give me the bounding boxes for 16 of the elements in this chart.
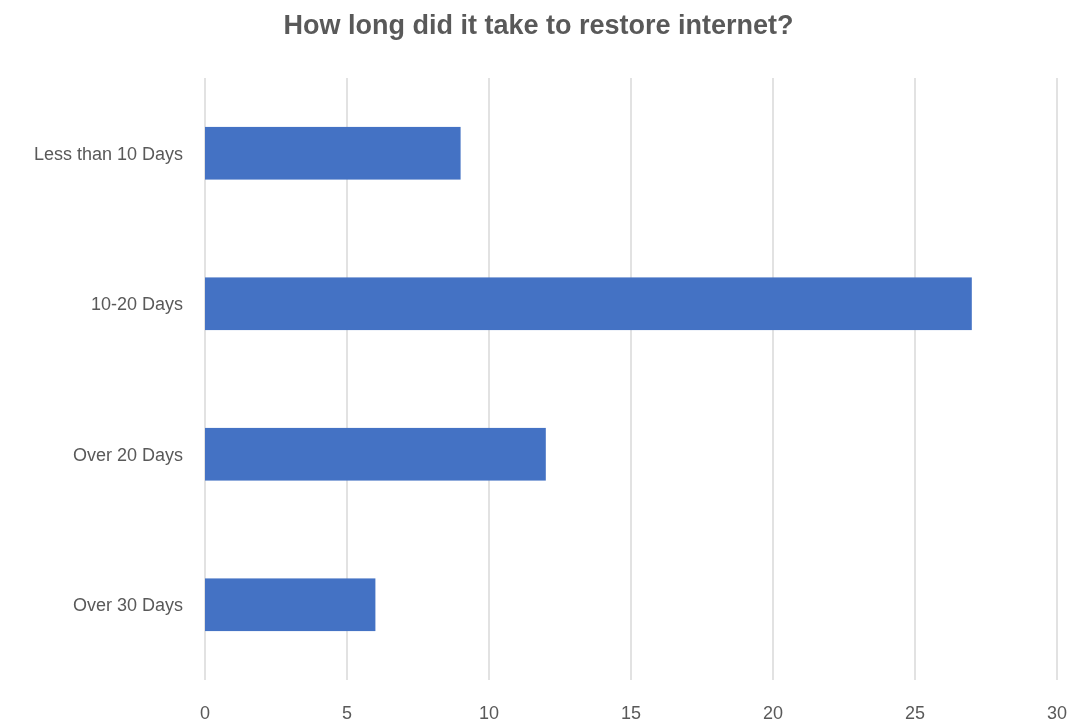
- x-tick-label: 15: [620, 703, 642, 723]
- x-tick-label: 30: [1046, 703, 1068, 723]
- x-tick-label: 10: [478, 703, 500, 723]
- x-tick-label: 20: [762, 703, 784, 723]
- bar: [205, 277, 972, 331]
- x-tick-label: 5: [341, 703, 353, 723]
- bar: [205, 126, 461, 180]
- y-tick-label: Less than 10 Days: [33, 143, 183, 164]
- bar: [205, 427, 546, 481]
- chart-title: How long did it take to restore internet?: [283, 10, 794, 40]
- bar: [205, 578, 376, 632]
- y-tick-label: 10-20 Days: [90, 294, 183, 315]
- x-tick-label: 25: [904, 703, 926, 723]
- y-tick-label: Over 20 Days: [72, 444, 183, 465]
- y-tick-label: Over 30 Days: [72, 595, 183, 616]
- x-tick-label: 0: [199, 703, 211, 723]
